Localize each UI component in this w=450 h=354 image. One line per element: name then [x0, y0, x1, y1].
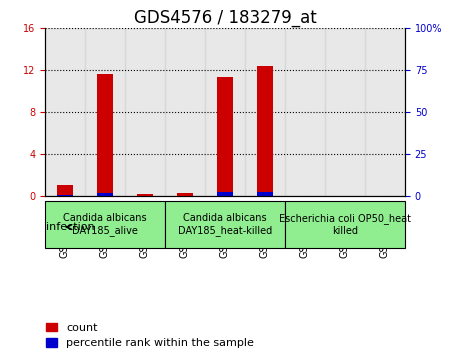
Text: Candida albicans
DAY185_alive: Candida albicans DAY185_alive	[63, 213, 147, 235]
Legend: count, percentile rank within the sample: count, percentile rank within the sample	[46, 322, 254, 348]
Text: Candida albicans
DAY185_heat-killed: Candida albicans DAY185_heat-killed	[178, 213, 272, 235]
Bar	[285, 28, 325, 196]
Bar	[85, 28, 125, 196]
Bar	[97, 193, 113, 196]
Bar	[125, 28, 165, 196]
Bar	[217, 76, 233, 196]
Title: GDS4576 / 183279_at: GDS4576 / 183279_at	[134, 9, 316, 27]
Bar	[245, 28, 285, 196]
Text: infection: infection	[46, 222, 94, 232]
Bar	[177, 193, 193, 196]
Bar	[205, 28, 245, 196]
Bar	[57, 185, 73, 196]
Bar	[165, 28, 205, 196]
FancyBboxPatch shape	[45, 201, 165, 248]
FancyBboxPatch shape	[285, 201, 405, 248]
Text: Escherichia coli OP50_heat
killed: Escherichia coli OP50_heat killed	[279, 213, 411, 235]
Bar	[325, 28, 365, 196]
Bar	[137, 194, 153, 196]
Bar	[257, 66, 273, 196]
Bar	[217, 192, 233, 196]
Bar	[57, 195, 73, 196]
Bar	[365, 28, 405, 196]
Bar	[97, 74, 113, 196]
Bar	[257, 192, 273, 196]
FancyBboxPatch shape	[165, 201, 285, 248]
Bar	[45, 28, 85, 196]
